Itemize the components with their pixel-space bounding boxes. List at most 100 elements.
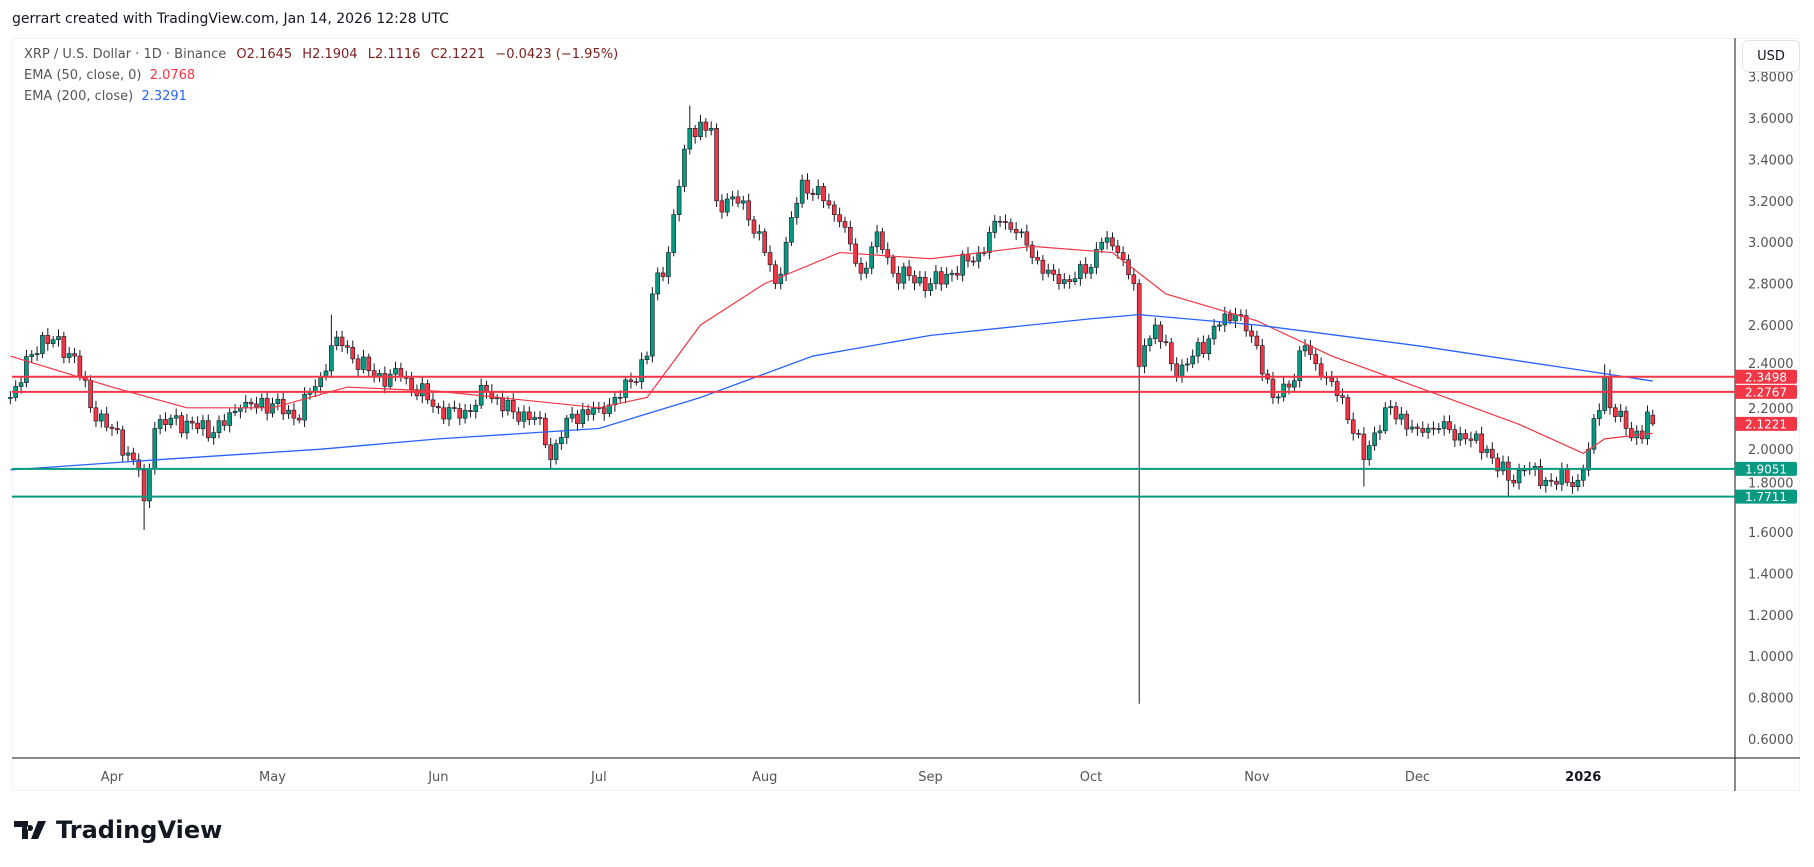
candle-body — [99, 413, 104, 422]
candle-body — [120, 429, 125, 456]
candle-body — [521, 411, 527, 422]
candle-body — [537, 417, 543, 419]
candle-body — [312, 386, 318, 392]
candle-body — [526, 411, 532, 420]
candle-body — [971, 260, 976, 263]
candle-body — [815, 186, 821, 195]
candle-body — [719, 200, 725, 213]
candle-body — [740, 200, 746, 204]
candle-body — [805, 179, 810, 194]
price-label-bg — [1735, 384, 1797, 399]
candle-body — [885, 249, 891, 258]
candle-body — [767, 252, 773, 266]
candle-body — [1618, 410, 1623, 417]
candle-body — [1051, 269, 1056, 275]
candle-body — [500, 397, 505, 412]
candle-body — [1120, 252, 1126, 261]
candle-body — [666, 252, 671, 277]
candle-body — [880, 231, 885, 250]
candle-body — [66, 353, 72, 358]
x-tick-label: Jul — [590, 770, 607, 785]
candle-body — [1072, 278, 1078, 282]
candle-body — [93, 407, 99, 422]
candle-body — [954, 272, 960, 276]
tradingview-logo[interactable]: TradingView — [14, 816, 222, 844]
candle-body — [339, 336, 345, 346]
candle-body — [1233, 314, 1238, 322]
candle-body — [29, 354, 35, 357]
candle-body — [1383, 407, 1388, 432]
price-label: 1.7711 — [1745, 490, 1787, 504]
candle-body — [1425, 427, 1431, 433]
candle-body — [1174, 363, 1179, 378]
candle-body — [778, 273, 784, 284]
candle-body — [1538, 466, 1543, 486]
price-label: 1.9051 — [1745, 462, 1787, 476]
ema200-row[interactable]: EMA (200, close) 2.3291 — [24, 86, 618, 107]
x-tick-label: May — [259, 770, 286, 785]
candle-body — [532, 417, 537, 420]
candle-body — [179, 415, 184, 434]
candle-body — [735, 196, 741, 204]
brand-name: TradingView — [56, 816, 223, 844]
candle-body — [1302, 345, 1308, 352]
ema50-row[interactable]: EMA (50, close, 0) 2.0768 — [24, 65, 618, 86]
candle-body — [928, 283, 933, 291]
candle-body — [222, 420, 227, 426]
y-tick-label: 2.8000 — [1748, 278, 1794, 293]
candle-body — [1388, 406, 1393, 409]
candle-body — [692, 128, 698, 137]
candle-body — [1623, 410, 1629, 429]
candle-body — [644, 355, 650, 360]
candle-body — [109, 426, 115, 429]
candle-body — [821, 186, 826, 202]
price-label: 2.2767 — [1745, 385, 1787, 399]
candle-body — [1019, 231, 1024, 234]
candle-body — [1062, 279, 1067, 284]
candle-body — [40, 335, 45, 354]
x-tick-label: Oct — [1080, 770, 1102, 785]
candle-body — [671, 214, 677, 253]
ohlc-open: O2.1645 — [236, 47, 293, 62]
candle-body — [334, 336, 340, 346]
candle-body — [976, 252, 982, 262]
candle-body — [1495, 457, 1500, 472]
candle-body — [296, 417, 302, 421]
candle-body — [505, 399, 511, 412]
candle-body — [430, 399, 436, 407]
candle-body — [1452, 429, 1458, 441]
candle-body — [173, 415, 179, 419]
candle-body — [1361, 433, 1367, 460]
ema50-line — [10, 245, 1653, 455]
candle-body — [1099, 241, 1105, 250]
y-tick-label: 3.6000 — [1748, 112, 1794, 127]
candle-body — [1276, 396, 1281, 399]
candle-body — [441, 407, 447, 420]
candle-body — [1206, 338, 1212, 354]
candle-body — [724, 198, 730, 213]
candle-body — [1436, 428, 1442, 430]
symbol-title[interactable]: XRP / U.S. Dollar · 1D · Binance — [24, 47, 227, 62]
candle-body — [1597, 410, 1602, 419]
candle-body — [1088, 267, 1094, 274]
candle-body — [1185, 363, 1190, 366]
candle-body — [1575, 479, 1581, 487]
candle-body — [601, 407, 607, 414]
candle-body — [211, 432, 216, 439]
currency-button[interactable]: USD — [1742, 40, 1800, 72]
candle-body — [789, 217, 794, 243]
candle-body — [1463, 433, 1468, 440]
candle-body — [917, 276, 923, 284]
candle-body — [457, 408, 463, 419]
candle-body — [24, 356, 29, 383]
candle-body — [1457, 433, 1463, 441]
candle-body — [874, 231, 880, 248]
candle-body — [366, 356, 372, 371]
candle-body — [810, 192, 816, 195]
candle-body — [152, 428, 158, 470]
candle-body — [847, 227, 853, 245]
y-tick-label: 1.4000 — [1748, 567, 1794, 582]
candle-body — [1329, 377, 1335, 382]
ema200-label: EMA (200, close) — [24, 89, 134, 104]
